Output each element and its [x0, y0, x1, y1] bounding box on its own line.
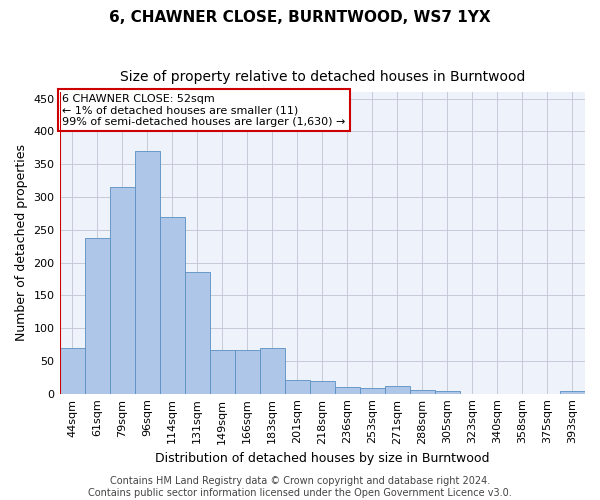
X-axis label: Distribution of detached houses by size in Burntwood: Distribution of detached houses by size … [155, 452, 490, 465]
Bar [335, 387, 360, 394]
Bar [160, 216, 185, 394]
Bar [85, 238, 110, 394]
Title: Size of property relative to detached houses in Burntwood: Size of property relative to detached ho… [119, 70, 525, 84]
Text: 6, CHAWNER CLOSE, BURNTWOOD, WS7 1YX: 6, CHAWNER CLOSE, BURNTWOOD, WS7 1YX [109, 10, 491, 25]
Bar [435, 391, 460, 394]
Bar [310, 381, 335, 394]
Bar [235, 350, 260, 394]
Bar [285, 380, 310, 394]
Bar [59, 348, 85, 394]
Bar [410, 390, 435, 394]
Bar [185, 272, 209, 394]
Y-axis label: Number of detached properties: Number of detached properties [15, 144, 28, 342]
Bar [360, 388, 385, 394]
Bar [209, 350, 235, 394]
Bar [134, 151, 160, 394]
Text: 6 CHAWNER CLOSE: 52sqm
← 1% of detached houses are smaller (11)
99% of semi-deta: 6 CHAWNER CLOSE: 52sqm ← 1% of detached … [62, 94, 346, 127]
Bar [110, 187, 134, 394]
Bar [560, 391, 585, 394]
Bar [260, 348, 285, 394]
Bar [385, 386, 410, 394]
Text: Contains HM Land Registry data © Crown copyright and database right 2024.
Contai: Contains HM Land Registry data © Crown c… [88, 476, 512, 498]
